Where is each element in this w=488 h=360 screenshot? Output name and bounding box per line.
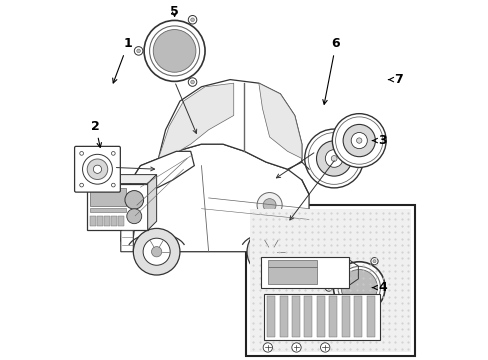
Bar xyxy=(266,296,275,337)
Circle shape xyxy=(133,228,180,275)
Text: 3: 3 xyxy=(372,134,386,147)
Circle shape xyxy=(350,132,366,149)
Circle shape xyxy=(372,260,375,263)
Circle shape xyxy=(149,26,199,76)
Circle shape xyxy=(326,286,330,289)
Circle shape xyxy=(144,21,204,81)
Circle shape xyxy=(257,238,285,266)
Circle shape xyxy=(111,152,115,155)
Circle shape xyxy=(337,266,380,309)
Bar xyxy=(304,296,312,337)
Bar xyxy=(291,296,299,337)
Polygon shape xyxy=(121,144,308,252)
Polygon shape xyxy=(158,80,301,169)
Circle shape xyxy=(343,125,375,157)
Circle shape xyxy=(332,114,386,167)
Polygon shape xyxy=(121,151,194,241)
Polygon shape xyxy=(121,202,133,252)
Circle shape xyxy=(335,117,382,164)
Circle shape xyxy=(320,343,329,352)
Circle shape xyxy=(137,49,140,53)
Circle shape xyxy=(325,150,342,167)
Bar xyxy=(264,294,380,339)
Circle shape xyxy=(151,247,162,257)
Circle shape xyxy=(370,310,377,318)
Bar xyxy=(118,216,123,226)
Bar xyxy=(249,209,410,352)
Circle shape xyxy=(263,343,272,352)
Bar xyxy=(341,296,349,337)
Circle shape xyxy=(257,193,282,218)
Circle shape xyxy=(190,80,194,84)
Circle shape xyxy=(356,138,361,143)
Circle shape xyxy=(87,159,107,180)
Text: 2: 2 xyxy=(91,120,101,147)
Polygon shape xyxy=(123,187,133,216)
Circle shape xyxy=(80,152,83,155)
Bar xyxy=(89,188,126,206)
Text: 4: 4 xyxy=(372,281,386,294)
Polygon shape xyxy=(258,83,301,158)
Bar xyxy=(328,296,337,337)
Circle shape xyxy=(153,30,196,72)
Text: 5: 5 xyxy=(170,5,179,18)
Circle shape xyxy=(126,209,142,224)
Circle shape xyxy=(325,284,332,291)
Circle shape xyxy=(291,343,301,352)
Polygon shape xyxy=(158,83,233,158)
Circle shape xyxy=(124,190,143,209)
Circle shape xyxy=(188,78,197,86)
Bar xyxy=(366,296,374,337)
Bar xyxy=(89,216,96,226)
Polygon shape xyxy=(86,175,156,184)
Circle shape xyxy=(80,183,83,187)
Text: 6: 6 xyxy=(322,37,340,104)
Circle shape xyxy=(316,141,351,176)
Bar xyxy=(267,267,316,284)
Circle shape xyxy=(82,154,112,184)
Circle shape xyxy=(111,183,115,187)
Bar xyxy=(267,260,316,267)
Circle shape xyxy=(93,165,102,174)
Bar xyxy=(89,208,126,212)
Circle shape xyxy=(143,238,170,265)
Bar xyxy=(103,216,109,226)
Circle shape xyxy=(372,312,375,315)
Text: 7: 7 xyxy=(388,73,402,86)
Polygon shape xyxy=(147,175,156,230)
Circle shape xyxy=(370,258,377,265)
Bar xyxy=(110,216,117,226)
Circle shape xyxy=(190,18,194,22)
Bar xyxy=(246,205,414,356)
Circle shape xyxy=(307,132,359,184)
Circle shape xyxy=(188,15,197,24)
Circle shape xyxy=(263,199,276,212)
Circle shape xyxy=(134,47,142,55)
Circle shape xyxy=(265,246,276,257)
Bar xyxy=(97,216,102,226)
Circle shape xyxy=(304,129,363,188)
Circle shape xyxy=(341,270,377,306)
FancyBboxPatch shape xyxy=(75,147,120,192)
Bar xyxy=(86,184,147,230)
Text: 1: 1 xyxy=(112,37,132,83)
Bar xyxy=(260,257,349,288)
Bar xyxy=(316,296,324,337)
Bar xyxy=(279,296,287,337)
Circle shape xyxy=(330,156,336,161)
Circle shape xyxy=(333,262,384,314)
Bar xyxy=(353,296,361,337)
Circle shape xyxy=(246,227,295,276)
